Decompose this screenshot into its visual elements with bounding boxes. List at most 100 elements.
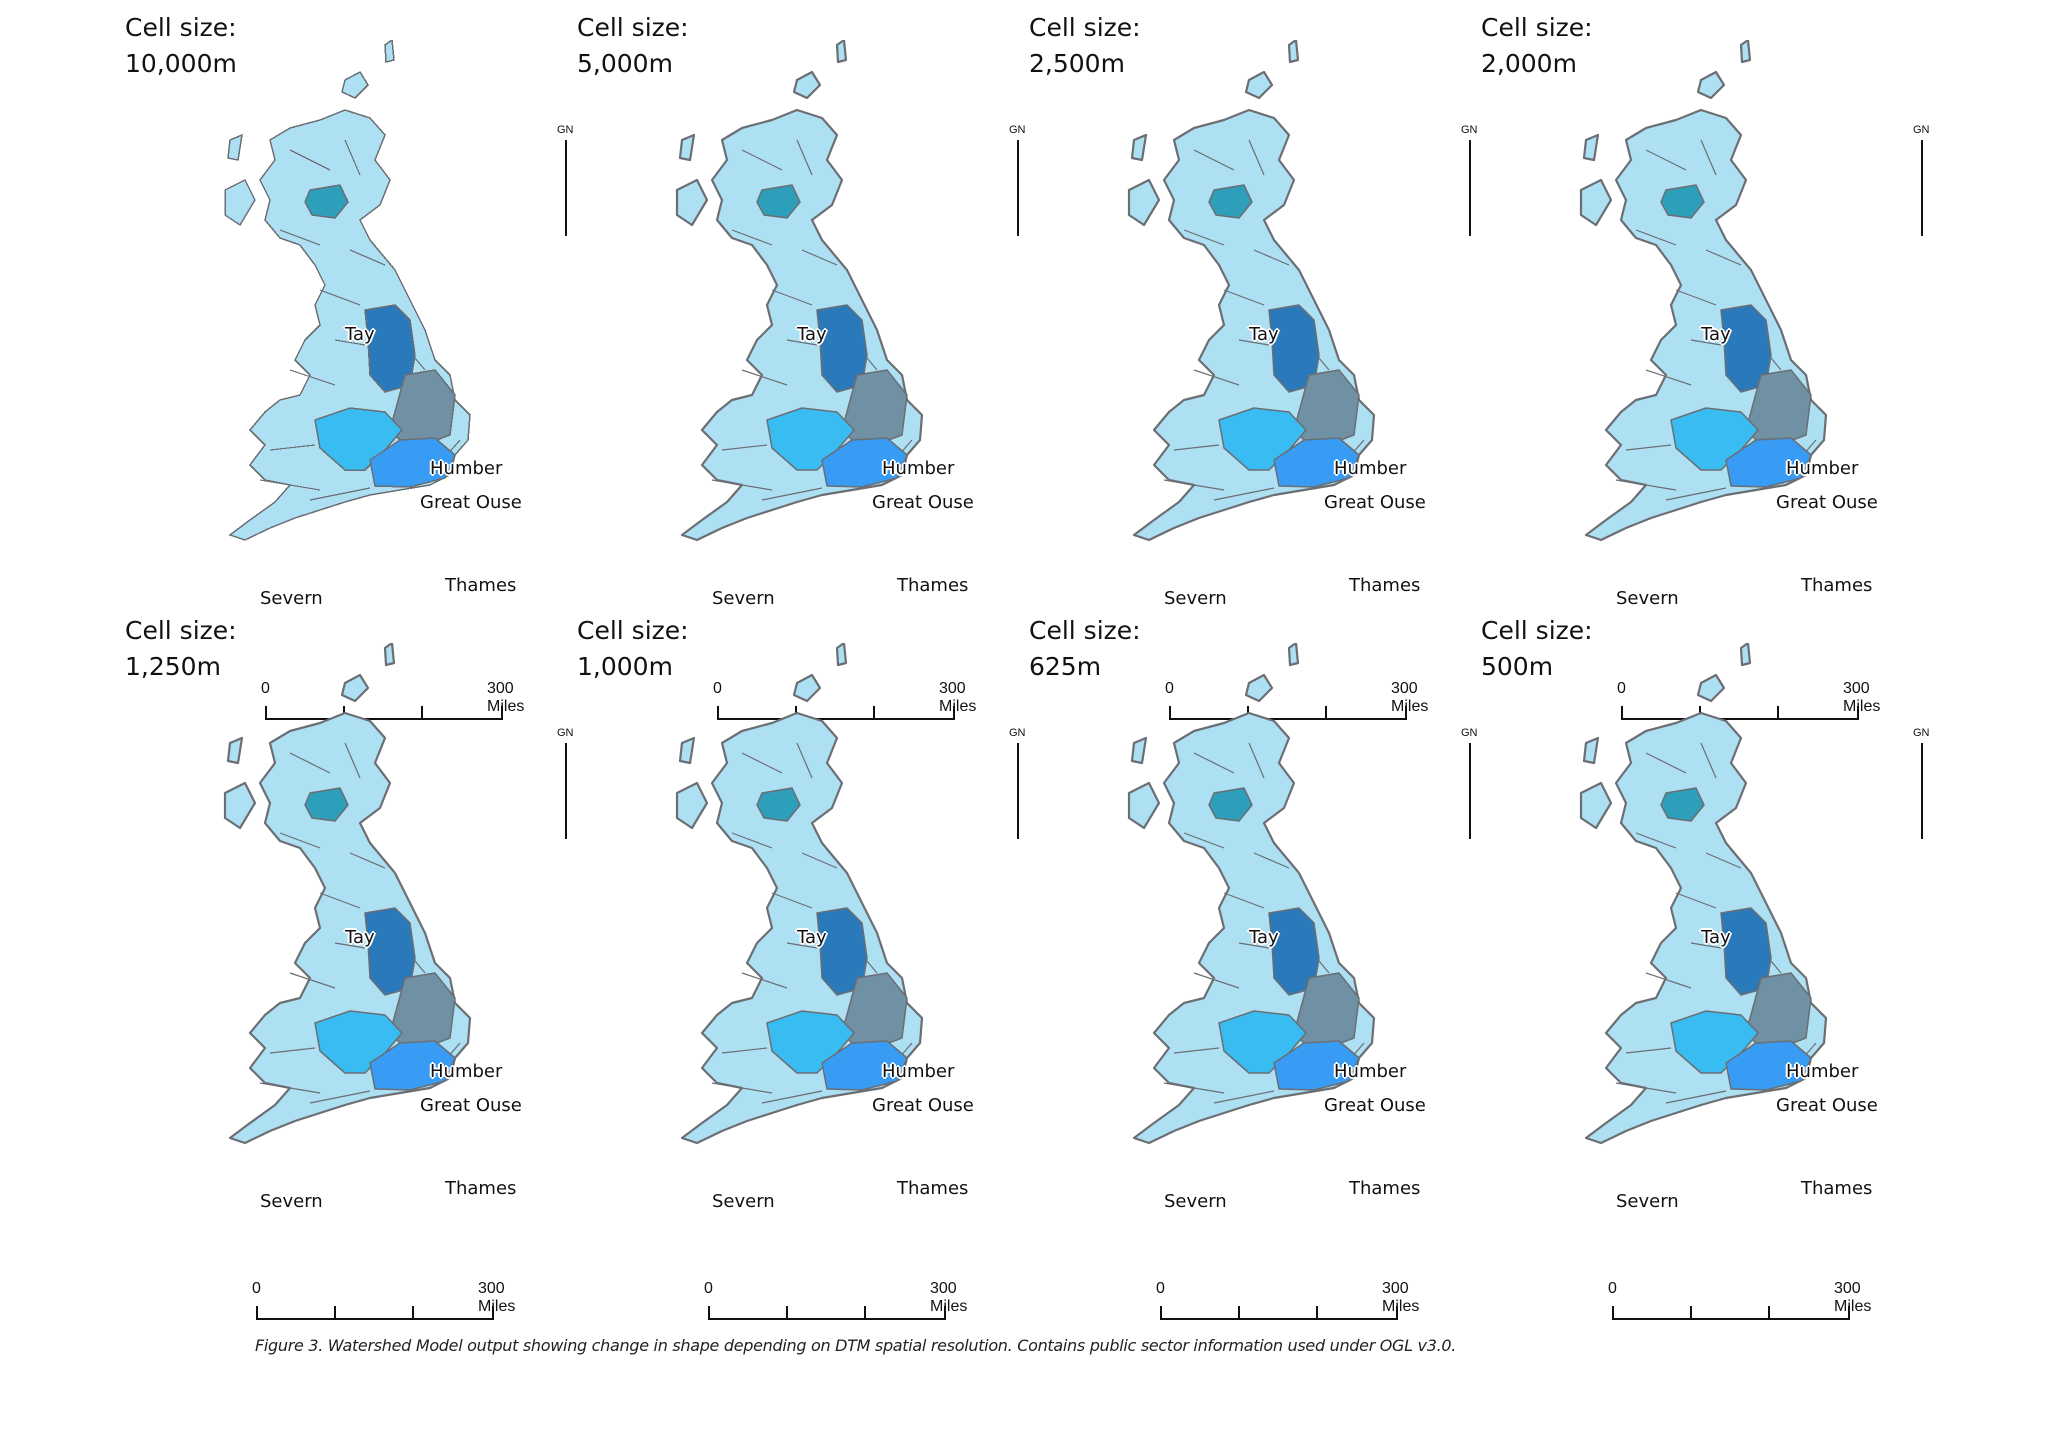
island — [1287, 643, 1300, 667]
map-panel-5000m: Cell size: 5,000m Tay Humber Great Ouse … — [552, 0, 1004, 609]
label-thames: Thames — [1349, 1178, 1421, 1199]
scale-bar: 0 300 Miles — [261, 680, 524, 720]
panel-title: Cell size: 10,000m — [125, 10, 237, 82]
scale-bar: 0 300 Miles — [1608, 1280, 1871, 1320]
cell-size-label: Cell size: — [577, 616, 689, 645]
label-humber: Humber — [430, 458, 503, 479]
scale-tick — [412, 1306, 414, 1318]
island — [226, 736, 244, 765]
basin-thames — [369, 437, 456, 488]
scale-bar-line — [708, 1306, 946, 1320]
map-panel-10000m: Cell size: 10,000m Tay Humber Great Ouse… — [100, 0, 552, 609]
watershed-map — [675, 643, 924, 1145]
scale-tick — [1316, 1306, 1318, 1318]
panel-title: Cell size: 1,250m — [125, 613, 237, 685]
scale-start-label: 0 — [252, 1280, 261, 1297]
scale-start-label: 0 — [1617, 680, 1626, 697]
north-arrow-label: GN — [1461, 124, 1478, 136]
cell-size-label: Cell size: — [1029, 616, 1141, 645]
watershed-map — [223, 643, 472, 1145]
island — [384, 40, 395, 63]
panel-title: Cell size: 2,000m — [1481, 10, 1593, 82]
label-thames: Thames — [1801, 575, 1873, 596]
label-severn: Severn — [712, 1191, 775, 1212]
label-tay: Tay — [797, 927, 827, 948]
island — [1582, 736, 1600, 765]
north-arrow-icon — [1469, 140, 1471, 236]
basin-tay — [304, 787, 349, 822]
scale-bar-line — [1169, 706, 1407, 720]
north-arrow-icon — [1469, 743, 1471, 839]
cell-size-value: 1,000m — [577, 652, 673, 681]
island — [675, 781, 709, 830]
scale-bar: 0 300 Miles — [1165, 680, 1428, 720]
basin-thames — [1273, 437, 1360, 488]
label-severn: Severn — [260, 588, 323, 609]
island — [341, 71, 369, 99]
island — [792, 673, 822, 703]
island — [1127, 178, 1161, 227]
label-humber: Humber — [882, 1061, 955, 1082]
basin-thames — [369, 1040, 456, 1091]
basin-thames — [1273, 1040, 1360, 1091]
scale-tick — [864, 1306, 866, 1318]
scale-start-label: 0 — [261, 680, 270, 697]
panel-title: Cell size: 1,000m — [577, 613, 689, 685]
label-great-ouse: Great Ouse — [420, 1095, 522, 1116]
basin-thames — [1725, 1040, 1812, 1091]
island — [678, 736, 696, 765]
label-humber: Humber — [1334, 458, 1407, 479]
north-arrow-icon — [1017, 743, 1019, 839]
basin-tay — [756, 184, 801, 219]
label-severn: Severn — [1616, 1191, 1679, 1212]
label-humber: Humber — [1334, 1061, 1407, 1082]
watershed-map — [1127, 643, 1376, 1145]
label-great-ouse: Great Ouse — [1776, 1095, 1878, 1116]
island — [1287, 40, 1300, 64]
island — [1130, 736, 1148, 765]
label-humber: Humber — [1786, 1061, 1859, 1082]
island — [675, 178, 709, 227]
island — [1130, 133, 1148, 162]
cell-size-value: 625m — [1029, 652, 1102, 681]
cell-size-value: 500m — [1481, 652, 1554, 681]
scale-end-label: 300 Miles — [1843, 680, 1881, 715]
panel-title: Cell size: 625m — [1029, 613, 1141, 685]
scale-end-label: 300 Miles — [478, 1280, 516, 1315]
label-thames: Thames — [897, 575, 969, 596]
basin-tay — [1208, 787, 1253, 822]
watershed-map — [1127, 40, 1376, 542]
scale-bar-line — [1612, 1306, 1850, 1320]
panel-title: Cell size: 500m — [1481, 613, 1593, 685]
island — [1696, 70, 1726, 100]
scale-tick — [343, 706, 345, 718]
label-great-ouse: Great Ouse — [872, 492, 974, 513]
cell-size-label: Cell size: — [577, 13, 689, 42]
label-thames: Thames — [897, 1178, 969, 1199]
north-arrow-icon — [565, 140, 567, 236]
label-tay: Tay — [1701, 927, 1731, 948]
label-tay: Tay — [797, 324, 827, 345]
cell-size-value: 5,000m — [577, 49, 673, 78]
cell-size-label: Cell size: — [1481, 13, 1593, 42]
scale-bar: 0 300 Miles — [713, 680, 976, 720]
figure-caption: Figure 3. Watershed Model output showing… — [255, 1336, 1457, 1355]
label-tay: Tay — [1249, 927, 1279, 948]
map-panel-1000m: Cell size: 1,000m Tay Humber Great Ouse … — [552, 603, 1004, 1212]
scale-tick — [1777, 706, 1779, 718]
island — [1127, 781, 1161, 830]
label-thames: Thames — [445, 1178, 517, 1199]
north-arrow-label: GN — [1913, 727, 1930, 739]
watershed-map — [1579, 643, 1828, 1145]
scale-end-label: 300 Miles — [1834, 1280, 1872, 1315]
label-great-ouse: Great Ouse — [1324, 1095, 1426, 1116]
map-panel-2000m: Cell size: 2,000m Tay Humber Great Ouse … — [1456, 0, 1908, 609]
scale-bar-line — [256, 1306, 494, 1320]
north-arrow-label: GN — [1009, 727, 1026, 739]
scale-tick — [1768, 1306, 1770, 1318]
label-humber: Humber — [430, 1061, 503, 1082]
cell-size-value: 2,000m — [1481, 49, 1577, 78]
island — [340, 673, 370, 703]
island — [1696, 673, 1726, 703]
scale-tick — [873, 706, 875, 718]
